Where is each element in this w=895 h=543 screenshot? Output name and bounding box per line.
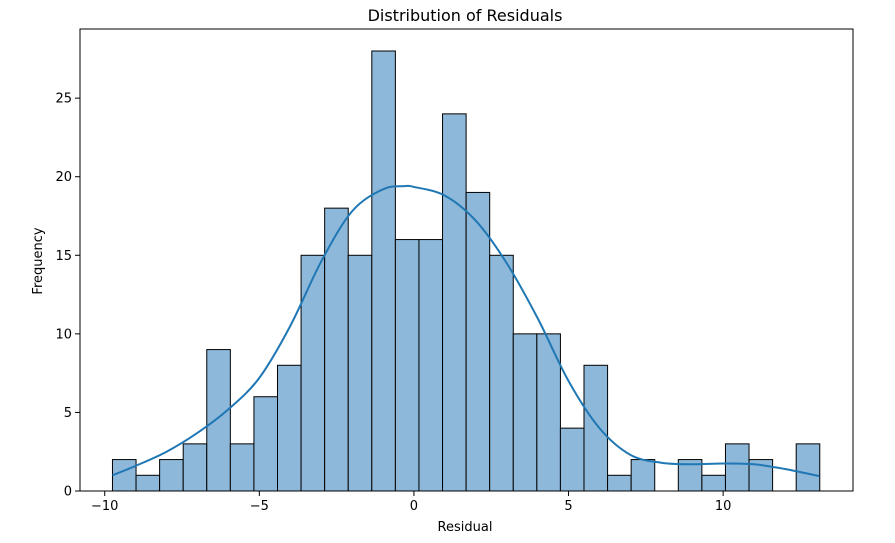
histogram-bar <box>630 459 656 492</box>
histogram-bar <box>277 364 302 492</box>
x-tick-label: 5 <box>564 499 572 514</box>
histogram-bar <box>465 191 491 492</box>
histogram-bar <box>371 50 396 492</box>
x-tick-label: −10 <box>91 499 118 514</box>
x-axis-ticks: −10 −5 0 5 10 <box>91 491 731 514</box>
y-tick-label: 15 <box>55 249 72 264</box>
histogram-bar <box>701 474 726 492</box>
histogram-bar <box>512 333 538 492</box>
y-tick-label: 25 <box>55 92 72 107</box>
y-tick-label: 5 <box>64 406 72 421</box>
plot-area: −10 −5 0 5 10 0 5 10 15 20 25 <box>55 28 854 514</box>
histogram-bar <box>229 443 255 492</box>
axes-frame <box>79 28 854 492</box>
histogram-bar <box>418 239 444 492</box>
y-axis-ticks: 0 5 10 15 20 25 <box>55 92 80 500</box>
y-tick-label: 0 <box>64 485 72 500</box>
histogram-bar <box>111 459 137 492</box>
chart-title: Distribution of Residuals <box>368 6 563 25</box>
x-axis-title: Residual <box>438 520 493 535</box>
histogram-bar <box>795 443 821 492</box>
x-tick-label: 0 <box>410 499 418 514</box>
x-tick-label: −5 <box>250 499 269 514</box>
histogram-bar <box>559 427 585 492</box>
kde-curve <box>112 184 820 478</box>
histogram-bar <box>300 254 326 492</box>
y-tick-label: 10 <box>55 327 72 342</box>
histogram-bar <box>489 254 514 492</box>
histogram-bar <box>442 113 467 492</box>
histogram-bar <box>206 349 231 492</box>
histogram-bar <box>583 364 609 492</box>
histogram-bar <box>607 474 632 492</box>
histogram-bar <box>724 443 750 492</box>
x-tick-label: 10 <box>715 499 732 514</box>
y-axis-title: Frequency <box>31 227 46 294</box>
histogram-bar <box>253 396 279 492</box>
histogram-bar <box>159 459 184 492</box>
y-tick-label: 20 <box>55 170 72 185</box>
histogram-bar <box>135 474 161 492</box>
histogram-bar <box>394 239 420 492</box>
histogram-bar <box>347 254 373 492</box>
histogram-bar <box>182 443 208 492</box>
